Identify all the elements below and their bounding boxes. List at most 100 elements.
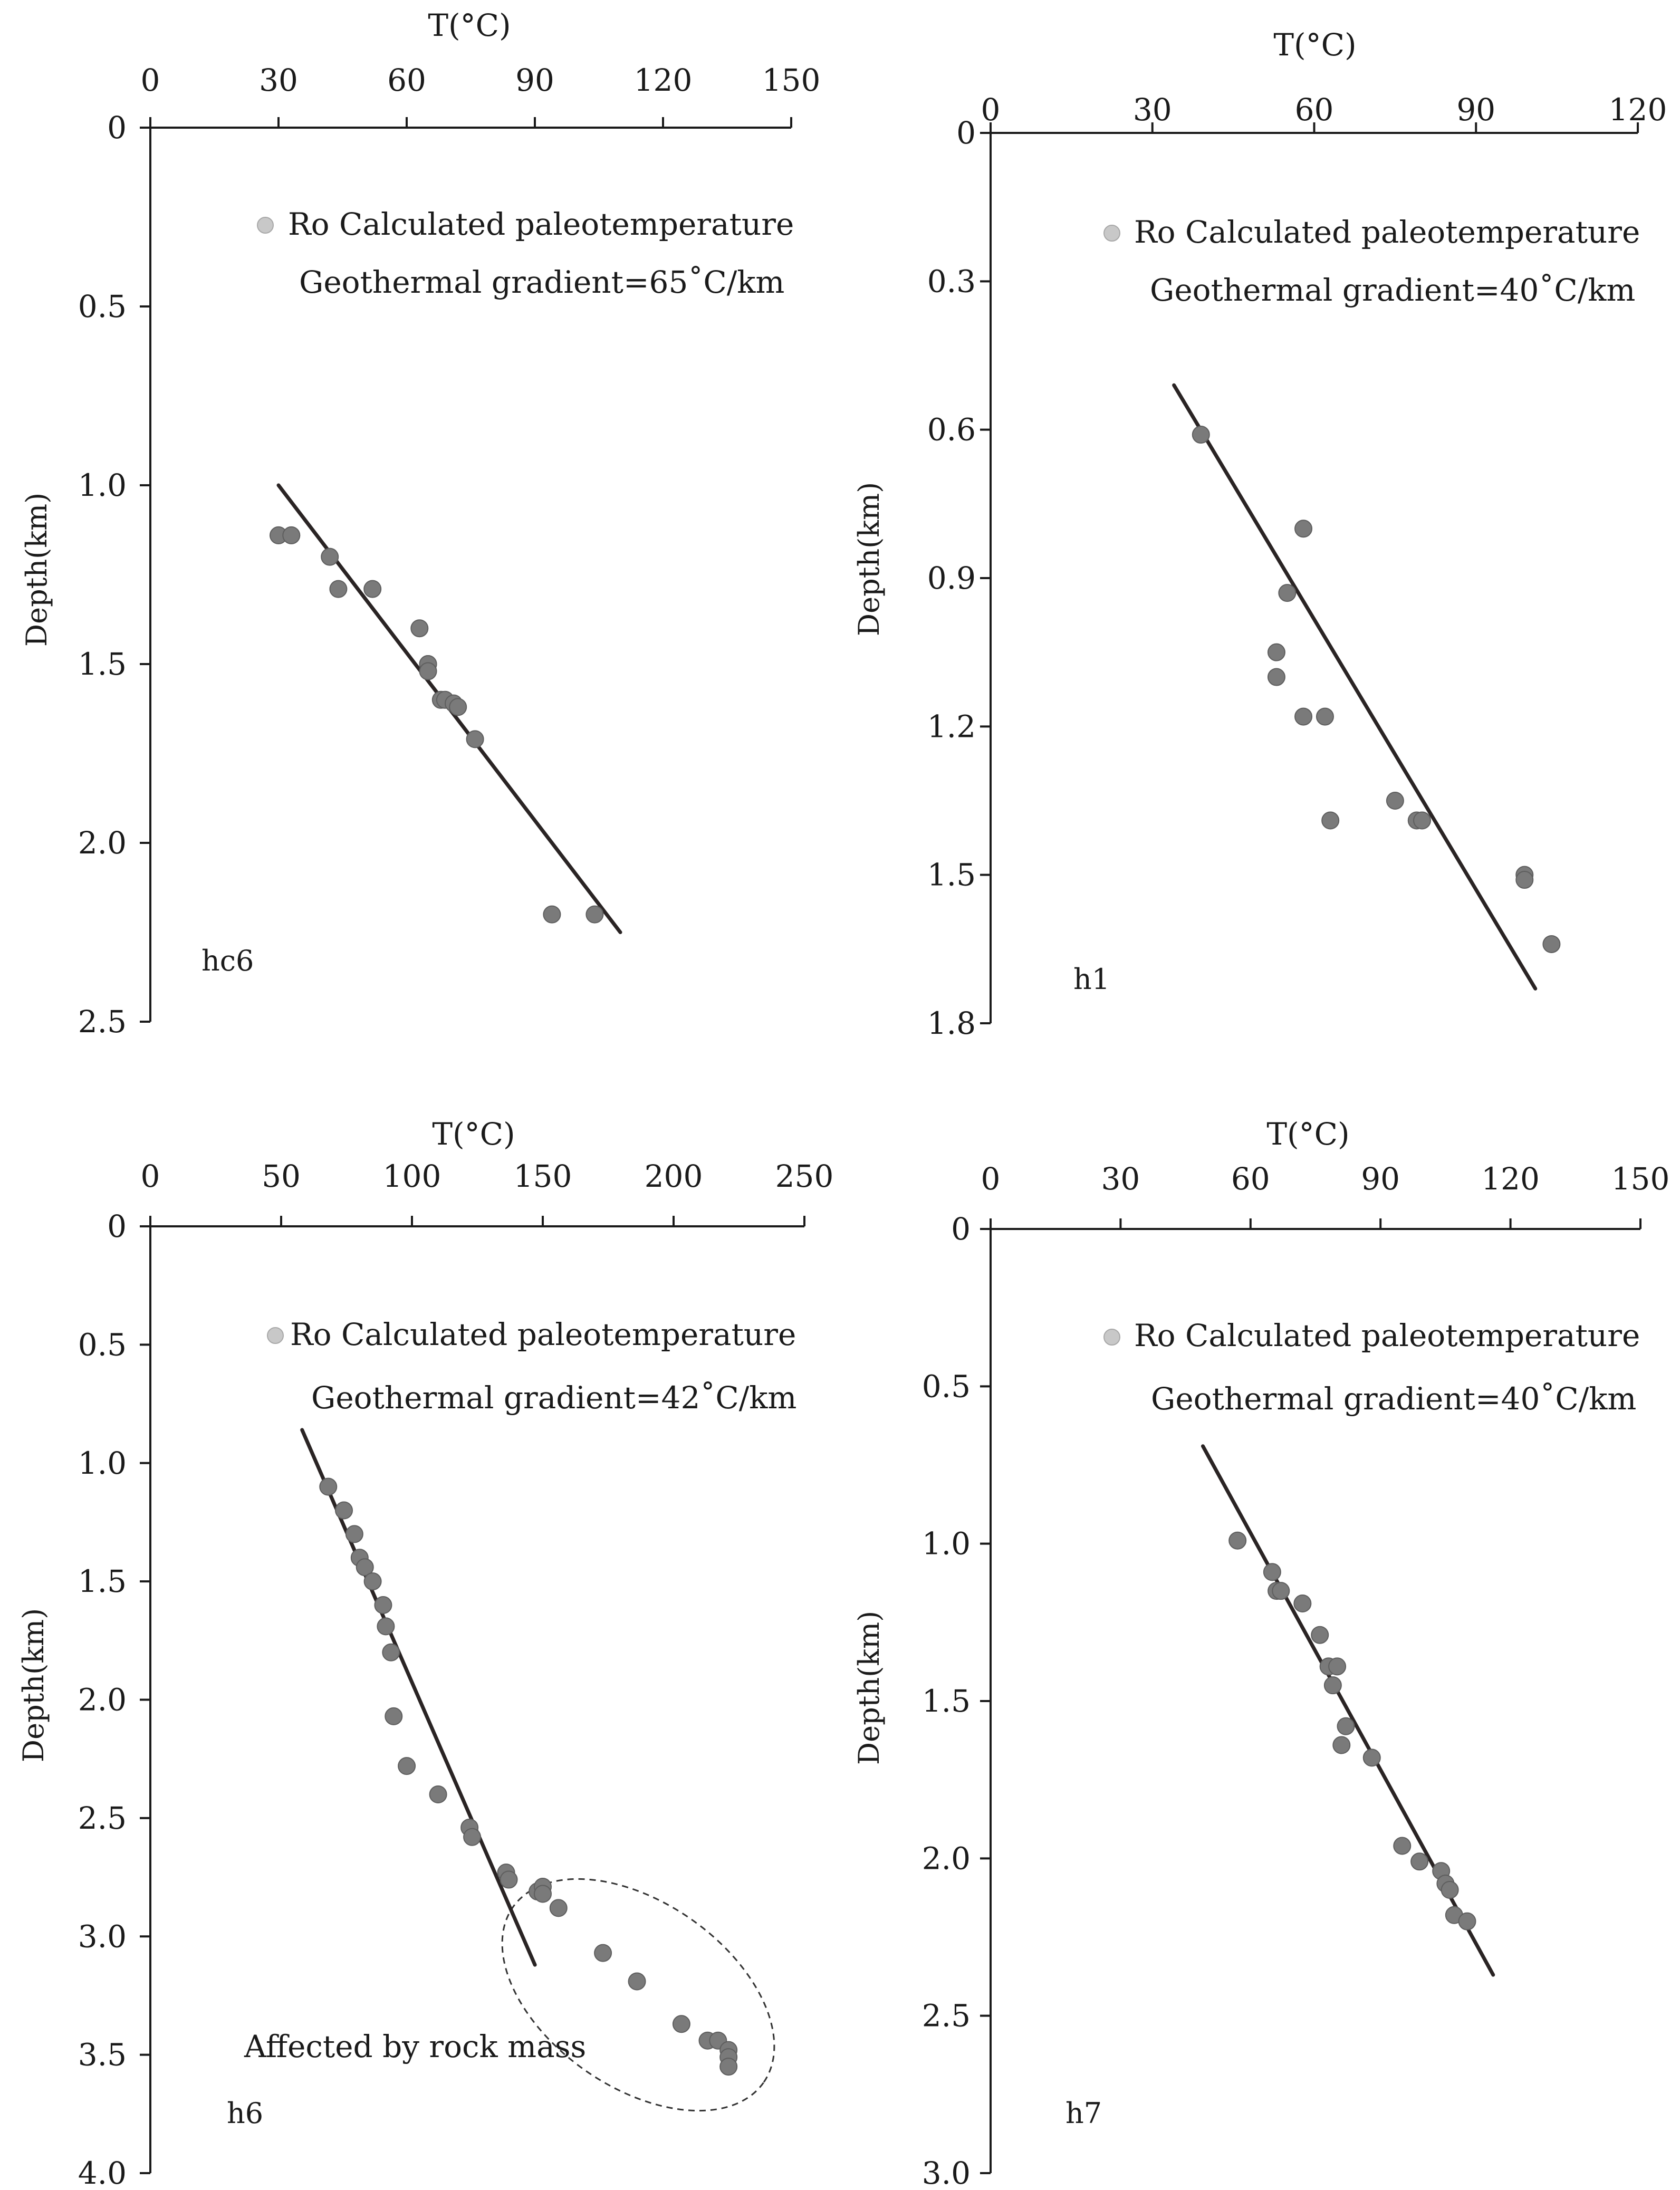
y-tick-label: 0.6 <box>927 412 976 448</box>
y-tick-label: 2.0 <box>78 825 127 861</box>
data-point <box>398 1757 416 1775</box>
y-tick-label: 1.0 <box>78 1445 127 1481</box>
y-tick-label: 1.8 <box>927 1005 976 1041</box>
legend-marker <box>257 217 274 234</box>
data-point <box>385 1707 403 1725</box>
panel-h7: T(°C) Depth(km) Ro Calculated paleotempe… <box>852 1116 1669 2190</box>
x-tick-label: 120 <box>1481 1161 1540 1197</box>
geothermal-gradient-line <box>300 1428 537 1967</box>
panel-label: h6 <box>227 2097 263 2130</box>
data-point <box>1332 1736 1351 1754</box>
y-tick-label: 1.5 <box>927 857 976 893</box>
y-tick-label: 0 <box>107 110 127 146</box>
y-tick-label: 0 <box>956 115 976 151</box>
x-tick-label: 0 <box>981 92 1001 128</box>
x-tick-label: 30 <box>259 62 298 98</box>
data-point <box>335 1501 353 1520</box>
legend-marker <box>267 1327 284 1344</box>
legend-label: Ro Calculated paleotemperature <box>288 206 794 242</box>
data-point <box>1337 1717 1355 1735</box>
y-tick-label: 1.5 <box>78 646 127 682</box>
data-point <box>1362 1749 1381 1767</box>
y-tick-label: 0.5 <box>78 1327 127 1362</box>
geothermal-gradient-annotation: Geothermal gradient=40˚C/km <box>1151 1381 1636 1417</box>
x-tick-label: 120 <box>634 62 693 98</box>
x-tick-label: 50 <box>262 1158 301 1194</box>
data-point <box>1542 935 1561 953</box>
data-point <box>1272 1582 1290 1600</box>
y-tick-label: 0.3 <box>927 263 976 299</box>
data-point <box>534 1885 552 1903</box>
data-point <box>719 2058 738 2076</box>
data-point <box>329 580 348 598</box>
x-tick-label: 0 <box>141 62 160 98</box>
y-axis-label: Depth(km) <box>852 482 886 636</box>
data-point <box>466 730 484 748</box>
data-point <box>1294 707 1313 726</box>
geothermal-gradient-line <box>1172 383 1538 991</box>
x-tick-label: 150 <box>514 1158 572 1194</box>
y-tick-label: 2.0 <box>922 1840 971 1876</box>
y-tick-label: 0.5 <box>922 1368 971 1404</box>
geothermal-gradient-annotation: Geothermal gradient=40˚C/km <box>1150 272 1635 308</box>
y-tick-label: 0 <box>951 1211 971 1247</box>
legend-label: Ro Calculated paleotemperature <box>290 1317 796 1352</box>
y-tick-label: 0.5 <box>78 289 127 324</box>
y-tick-label: 3.5 <box>78 2037 127 2073</box>
x-tick-label: 30 <box>1101 1161 1140 1197</box>
data-point <box>500 1870 518 1889</box>
data-point <box>1323 1676 1342 1695</box>
x-tick-label: 150 <box>762 62 821 98</box>
data-point <box>449 698 467 716</box>
x-tick-label: 60 <box>1231 1161 1270 1197</box>
y-tick-label: 1.0 <box>922 1526 971 1562</box>
x-tick-label: 90 <box>515 62 554 98</box>
data-point <box>419 662 437 680</box>
data-point <box>1294 520 1313 538</box>
data-point <box>429 1785 447 1803</box>
data-point <box>1228 1531 1247 1550</box>
x-tick-label: 60 <box>387 62 426 98</box>
legend-marker <box>1103 225 1120 242</box>
panel-label: h1 <box>1073 963 1110 996</box>
panel-hc6: T(°C) Depth(km) Ro Calculated paleotempe… <box>20 7 820 1040</box>
x-tick-label: 100 <box>383 1158 441 1194</box>
panel-h6: T(°C) Depth(km) Ro Calculated paleotempe… <box>17 1116 833 2190</box>
data-point <box>1316 707 1334 726</box>
y-tick-label: 1.5 <box>922 1683 971 1719</box>
data-point <box>1311 1626 1329 1644</box>
x-tick-label: 250 <box>775 1158 834 1194</box>
data-point <box>1410 1852 1429 1871</box>
x-tick-label: 90 <box>1361 1161 1400 1197</box>
x-tick-label: 60 <box>1295 92 1334 128</box>
data-point <box>1263 1563 1281 1581</box>
data-point <box>1267 668 1285 686</box>
data-point <box>1393 1837 1412 1855</box>
y-tick-label: 3.0 <box>922 2155 971 2190</box>
x-tick-label: 90 <box>1456 92 1495 128</box>
data-point <box>356 1558 374 1577</box>
data-point <box>1293 1595 1312 1613</box>
y-tick-label: 2.5 <box>78 1004 127 1040</box>
data-point <box>1386 792 1404 810</box>
data-point <box>628 1972 646 1991</box>
data-point <box>1328 1657 1347 1676</box>
data-point <box>585 905 604 924</box>
data-point <box>374 1596 392 1614</box>
data-point <box>543 905 561 924</box>
data-point <box>1267 643 1285 661</box>
ellipse-label: Affected by rock mass <box>244 2029 586 2064</box>
geothermal-gradient-annotation: Geothermal gradient=42˚C/km <box>311 1380 796 1416</box>
data-point <box>382 1643 400 1661</box>
x-tick-label: 30 <box>1133 92 1172 128</box>
y-tick-label: 1.5 <box>78 1563 127 1599</box>
data-point <box>594 1944 612 1962</box>
legend-label: Ro Calculated paleotemperature <box>1134 214 1640 250</box>
y-axis-label: Depth(km) <box>20 493 53 647</box>
data-point <box>282 526 301 544</box>
x-tick-label: 0 <box>981 1161 1001 1197</box>
panel-label: h7 <box>1065 2097 1102 2130</box>
legend-marker <box>1103 1329 1120 1346</box>
y-tick-label: 2.0 <box>78 1682 127 1718</box>
